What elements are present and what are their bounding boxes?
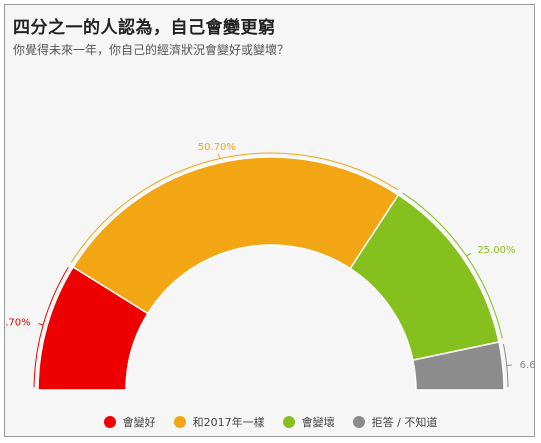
legend-swatch [103,416,116,428]
label-connector-1 [70,152,399,263]
legend-swatch [352,416,365,428]
slice-3 [412,341,505,391]
legend-swatch [282,416,295,428]
data-label-1: 50.70% [198,142,236,153]
legend-item-3: 拒答 / 不知道 [352,414,438,430]
chart-title: 四分之一的人認為，自己會變更窮 [13,18,276,38]
legend-item-0: 會變好 [103,414,156,430]
donut-chart: 17.70% 50.70% 25.00% 6.60% [5,142,536,391]
data-label-0: 17.70% [5,317,31,328]
label-connector-3 [503,343,512,388]
label-connector-2 [402,192,503,339]
slice-1 [72,156,400,315]
legend-item-2: 會變壞 [282,414,335,430]
legend-label: 會變壞 [301,416,335,429]
chart-legend: 會變好 和2017年一樣 會變壞 拒答 / 不知道 [5,414,536,430]
legend-label: 會變好 [122,416,156,429]
data-label-3: 6.60% [520,360,536,371]
chart-subtitle: 你覺得未來一年，你自己的經濟狀況會變好或變壞？ [13,43,290,57]
legend-item-1: 和2017年一樣 [173,414,265,430]
chart-frame: 四分之一的人認為，自己會變更窮 你覺得未來一年，你自己的經濟狀況會變好或變壞？ … [4,4,536,437]
legend-label: 和2017年一樣 [192,416,265,429]
label-connector-0 [33,267,69,388]
legend-swatch [173,416,186,428]
legend-label: 拒答 / 不知道 [371,416,438,429]
data-label-2: 25.00% [477,245,515,256]
